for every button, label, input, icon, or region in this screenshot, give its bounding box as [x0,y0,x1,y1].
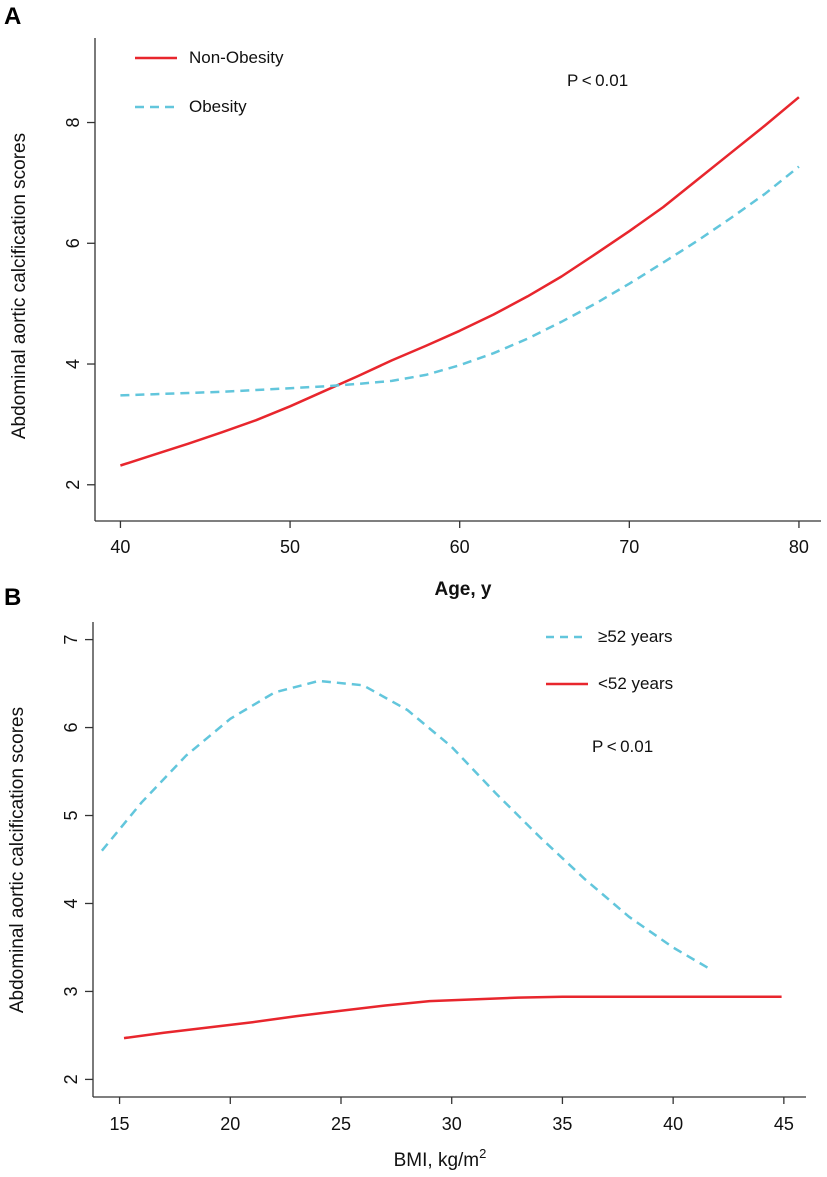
panel-a-y-tick-label: 8 [63,118,83,128]
panel-a-x-tick-label: 40 [110,537,130,557]
panel-a-y-tick-label: 2 [63,480,83,490]
panel-b-series-line-solid [123,995,782,1040]
panel-b-x-tick-label: 45 [774,1114,794,1134]
panel-b-x-tick-label: 25 [331,1114,351,1134]
panel-b-x-axis-label: BMI, kg/m2 [394,1146,487,1171]
panel-a-y-tick-label: 6 [63,238,83,248]
panel-b-y-tick-label: 3 [61,986,81,996]
panel-b-legend-label-52-plus: ≥52 years [598,627,673,646]
panel-a-y-axis-label: Abdominal aortic calcification scores [9,133,30,439]
panel-b-series [100,679,782,1040]
panel-a-letter: A [4,3,21,30]
panel-b-legend: ≥52 years <52 years [546,627,673,693]
panel-a-x-axis-label: Age, y [434,579,491,600]
panel-a-ticks: 40 50 60 70 80 2 4 6 8 [63,118,809,557]
panel-a-legend-label-non-obesity: Non-Obesity [189,48,284,67]
panel-b-letter: B [4,584,21,611]
panel-b-legend-label-under-52: <52 years [598,674,673,693]
panel-a-legend: Non-Obesity Obesity [135,48,284,116]
panel-b-y-axis-label: Abdominal aortic calcification scores [7,707,28,1013]
panel-b-y-tick-label: 5 [61,811,81,821]
panel-a-x-tick-label: 80 [789,537,809,557]
panel-b-x-axis-label-main: BMI, kg/m [394,1150,480,1171]
panel-b-x-tick-label: 20 [220,1114,240,1134]
panel-b-y-tick-label: 4 [61,898,81,908]
panel-a-legend-label-obesity: Obesity [189,97,247,116]
panel-a-p-value: P < 0.01 [567,71,628,90]
panel-a-x-tick-label: 60 [450,537,470,557]
panel-a-x-tick-label: 70 [619,537,639,557]
panel-b-x-tick-label: 35 [552,1114,572,1134]
panel-a-y-tick-label: 4 [63,359,83,369]
panel-b-x-axis-label-sup: 2 [479,1146,486,1161]
panel-b-p-value: P < 0.01 [592,737,653,756]
panel-b-x-tick-label: 30 [442,1114,462,1134]
panel-a-series-line-solid [120,96,800,467]
panel-b-y-tick-label: 7 [61,635,81,645]
panel-a-series-line-dashed [120,165,800,397]
panel-b-y-tick-label: 2 [61,1074,81,1084]
panel-b-series-line-dashed [100,679,712,971]
panel-b-x-tick-label: 40 [663,1114,683,1134]
panel-a: A 40 50 60 70 80 2 4 6 8 Age, y Abdominal aortic… [4,3,821,600]
panel-a-axes: 40 50 60 70 80 2 4 6 8 [63,38,821,557]
panel-b-y-tick-label: 6 [61,723,81,733]
panel-b-x-tick-label: 15 [110,1114,130,1134]
panel-a-series [120,96,800,467]
panel-a-x-tick-label: 50 [280,537,300,557]
